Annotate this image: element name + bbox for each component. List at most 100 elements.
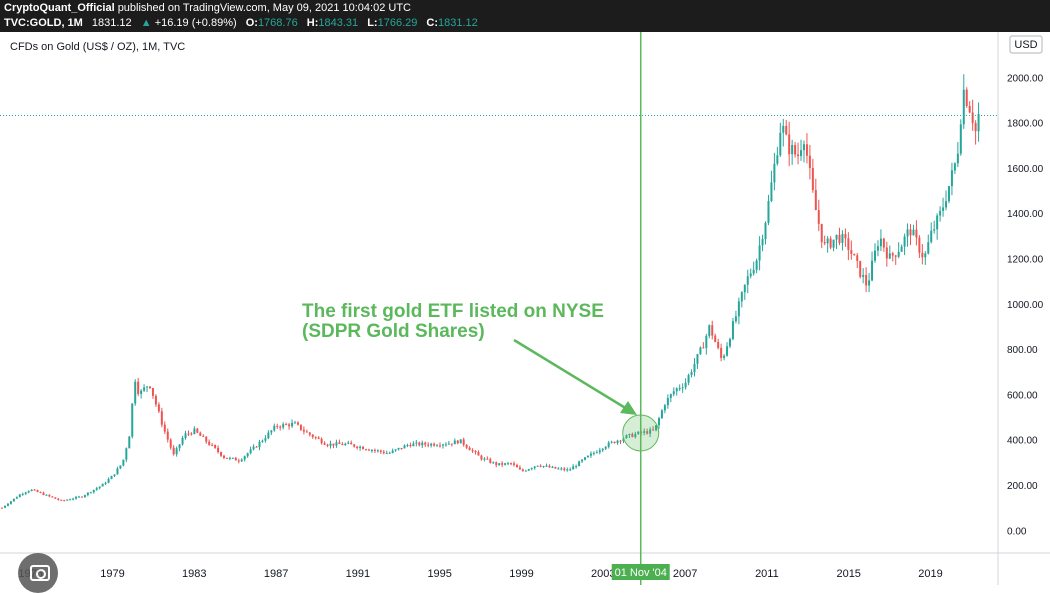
annotation-arrow — [513, 338, 633, 414]
candle-body — [412, 443, 415, 447]
candle-body — [885, 247, 888, 259]
candle-body — [4, 505, 7, 508]
y-tick-label: 400.00 — [1007, 436, 1038, 447]
candle-body — [450, 443, 453, 445]
close-value: 1831.12 — [438, 17, 478, 29]
price-chart[interactable]: CFDs on Gold (US$ / OZ), 1M, TVC The fir… — [0, 32, 1050, 585]
candle-body — [489, 459, 492, 463]
candle-body — [154, 395, 157, 405]
x-tick-label: 1991 — [346, 568, 370, 580]
candle-body — [21, 493, 24, 495]
candle-body — [933, 229, 936, 231]
candle-body — [326, 444, 329, 446]
candle-body — [299, 424, 302, 430]
time-axis[interactable]: 1975197919831987199119951999200320072011… — [18, 568, 942, 580]
currency-badge[interactable]: USD — [1009, 35, 1043, 54]
candle-body — [480, 455, 483, 460]
candle-body — [453, 440, 456, 445]
candle-body — [459, 439, 462, 444]
candle-body — [521, 469, 524, 471]
candle-body — [740, 292, 743, 302]
marker-date-label: 01 Nov '04 — [615, 567, 667, 579]
candle-body — [965, 89, 968, 106]
candle-body — [166, 431, 169, 440]
candle-body — [379, 450, 382, 452]
x-tick-label: 1983 — [182, 568, 206, 580]
candle-body — [909, 229, 912, 236]
candle-body — [669, 394, 672, 399]
candle-body — [433, 443, 436, 446]
candle-body — [474, 450, 477, 453]
candle-body — [199, 432, 202, 436]
candle-body — [202, 435, 205, 437]
candle-body — [305, 431, 308, 433]
candle-body — [157, 404, 160, 412]
candle-body — [823, 242, 826, 244]
candle-body — [575, 466, 578, 468]
candle-body — [687, 375, 690, 383]
candle-body — [89, 492, 92, 494]
candle-body — [421, 442, 424, 446]
candle-body — [415, 442, 418, 444]
candle-body — [15, 497, 18, 499]
candle-body — [921, 252, 924, 258]
candle-body — [125, 448, 128, 460]
candle-body — [264, 438, 267, 441]
candle-body — [217, 447, 220, 453]
candle-body — [797, 154, 800, 157]
candle-body — [643, 431, 646, 433]
candle-body — [572, 466, 575, 470]
candle-body — [356, 446, 359, 449]
publish-info: CryptoQuant_Official published on Tradin… — [4, 2, 411, 14]
candle-body — [391, 450, 394, 453]
candle-body — [320, 438, 323, 444]
candle-body — [311, 434, 314, 438]
candle-body — [24, 492, 27, 494]
camera-icon[interactable] — [18, 553, 58, 593]
candle-body — [436, 445, 439, 447]
candle-body — [903, 236, 906, 247]
price-series — [1, 74, 980, 509]
candle-body — [755, 260, 758, 270]
y-tick-label: 1800.00 — [1007, 119, 1044, 130]
candle-body — [172, 447, 175, 455]
candle-body — [261, 440, 264, 442]
candle-body — [12, 498, 15, 502]
candle-body — [631, 433, 634, 438]
candle-body — [619, 440, 622, 442]
candle-body — [690, 372, 693, 376]
candle-body — [104, 482, 107, 484]
candle-body — [406, 444, 409, 446]
author-name[interactable]: CryptoQuant_Official — [4, 2, 115, 14]
candle-body — [850, 249, 853, 254]
candle-body — [942, 207, 945, 211]
grid-lines — [0, 32, 1050, 585]
candle-body — [699, 347, 702, 355]
candle-body — [660, 410, 663, 419]
candle-body — [54, 497, 57, 499]
candle-body — [222, 455, 225, 458]
candle-body — [510, 463, 513, 465]
low-value: 1766.29 — [377, 17, 418, 29]
candle-body — [288, 424, 291, 427]
candle-body — [131, 403, 134, 437]
candle-body — [936, 215, 939, 230]
candle-body — [977, 113, 980, 132]
candle-body — [335, 442, 338, 446]
candle-body — [246, 453, 249, 457]
candle-body — [184, 433, 187, 438]
candle-body — [684, 382, 687, 388]
y-tick-label: 1000.00 — [1007, 300, 1044, 311]
price-axis[interactable]: 0.00 200.00 400.00 600.00 800.00 1000.00 1200.… — [1007, 73, 1044, 537]
candle-body — [234, 457, 237, 461]
candle-body — [69, 499, 72, 501]
candle-body — [592, 452, 595, 454]
candle-body — [581, 459, 584, 462]
candle-body — [518, 467, 521, 470]
candle-body — [373, 449, 376, 451]
candle-body — [95, 488, 98, 490]
candle-body — [791, 145, 794, 155]
y-tick-label: 600.00 — [1007, 390, 1038, 401]
candle-body — [175, 448, 178, 455]
candle-body — [403, 445, 406, 449]
